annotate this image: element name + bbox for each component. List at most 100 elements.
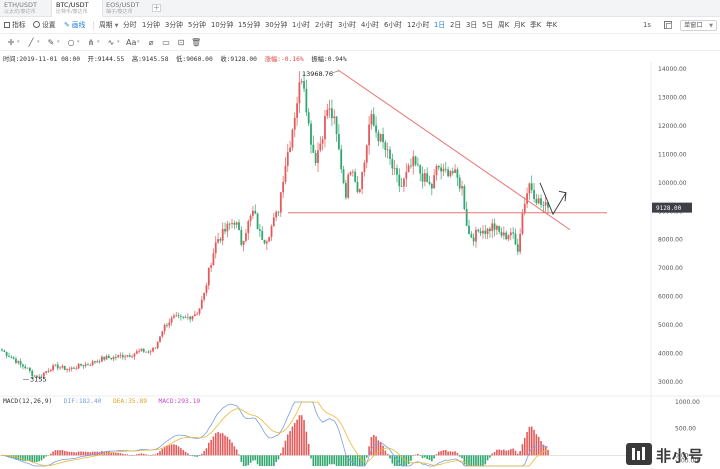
interval-1[interactable]: 1分钟 [142,21,160,29]
macd-bar [321,455,324,466]
interval-16[interactable]: 5日 [482,21,494,29]
candle-body [80,363,82,366]
tool-caret-icon[interactable]: ▾ [77,39,80,45]
macd-bar [163,446,166,456]
interval-9[interactable]: 3小时 [338,21,356,29]
settings-button[interactable]: 设置 [33,20,56,30]
tool-caret-icon[interactable]: ▾ [137,39,140,45]
macd-bar [59,450,61,456]
window-mode-dropdown[interactable]: 单窗口 ▼ [680,20,717,31]
macd-bar [461,455,463,459]
interval-10[interactable]: 4小时 [361,21,379,29]
candle-body [516,244,519,252]
interval-8[interactable]: 2小时 [315,21,333,29]
candle-body [22,364,24,367]
interval-15[interactable]: 3日 [466,21,478,29]
tool-caret-icon[interactable]: ▾ [57,39,60,45]
macd-bar [196,455,198,457]
crosshair-icon[interactable]: ✛ [7,38,15,47]
add-tab-button[interactable]: + [152,3,161,12]
tool-caret-icon[interactable]: ▾ [97,39,100,45]
wave-icon[interactable]: ∿ [107,38,115,47]
macd-bar [68,451,71,456]
interval-12[interactable]: 12小时 [407,21,430,29]
tab-eos-usdt[interactable]: EOS/USDT 柚子/泰达币 [102,0,152,17]
interval-11[interactable]: 6小时 [384,21,402,29]
tool-caret-icon[interactable]: ▾ [37,39,40,45]
period-label: 周期 [99,21,113,29]
trash-icon[interactable]: 🗑 [191,38,202,47]
interval-3[interactable]: 5分钟 [188,21,206,29]
interval-20[interactable]: 年K [546,21,558,29]
symbol-tab-bar: ETH/USDT 以太坊/泰达币 BTC/USDT 比特币/泰达币 EOS/US… [0,0,720,17]
macd-bar [326,455,329,466]
macd-bar [514,450,517,456]
macd-bar [270,455,273,466]
fullscreen-icon[interactable] [664,21,672,29]
candle-body [479,231,482,234]
candle-body [463,186,466,210]
interval-0[interactable]: 分时 [123,21,137,29]
tab-btc-usdt[interactable]: BTC/USDT 比特币/泰达币 [51,0,103,17]
lock-icon[interactable]: ⊡ [177,38,185,47]
interval-7[interactable]: 1小时 [292,21,310,29]
refresh-interval: 1s [643,21,651,29]
candle-body [261,230,264,240]
circle-icon[interactable]: ○ [67,38,75,47]
interval-13[interactable]: 1日 [434,21,446,29]
interval-4[interactable]: 10分钟 [211,21,234,29]
interval-18[interactable]: 月K [514,21,526,29]
candle-body [28,367,31,371]
interval-14[interactable]: 2日 [450,21,462,29]
y-tick-label: 8000.00 [658,237,683,244]
macd-bar [393,455,396,466]
macd-bar [119,453,122,456]
trendline-icon[interactable]: ╱ [28,38,34,47]
interval-19[interactable]: 季K [530,21,542,29]
macd-bar [347,455,349,466]
tool-caret-icon[interactable]: ▾ [117,39,120,45]
drawing-toolbar: ✛ ▾ ╱ ▾ ✎ ▾ ○ ▾ ⋔ ▾ ∿ ▾ Aa ▾ ⌀ ▭ ⊡ 🗑 [0,34,720,51]
tab-eth-usdt[interactable]: ETH/USDT 以太坊/泰达币 [0,0,52,17]
attach-icon[interactable]: ⌀ [148,38,154,47]
interval-2[interactable]: 3分钟 [165,21,183,29]
pencil-icon[interactable]: ✎ [47,38,55,47]
macd-bar [382,445,384,456]
macd-bar [356,455,359,466]
indicator-button[interactable]: 指标 [4,20,26,30]
macd-bar [314,455,317,466]
macd-bar [530,426,533,456]
interval-6[interactable]: 30分钟 [265,21,288,29]
candle-body [175,315,178,317]
interval-5[interactable]: 15分钟 [238,21,261,29]
macd-bar [219,433,222,456]
y-tick-label: 3000.00 [658,379,683,386]
macd-bar [261,455,264,466]
projection-arrowhead [558,190,567,202]
macd-bar [396,455,398,466]
macd-bar [305,431,308,456]
macd-bar [379,441,382,456]
macd-bar [19,455,22,461]
candle-body [502,232,505,236]
candle-body [217,239,219,243]
candle-body [368,124,370,146]
tool-caret-icon[interactable]: ▾ [17,39,20,45]
macd-bar [324,455,326,466]
macd-bar [465,455,468,466]
fork-icon[interactable]: ⋔ [87,38,95,47]
interval-17[interactable]: 周K [498,21,510,29]
ruler-icon[interactable]: ▭ [162,38,170,47]
macd-bar [489,455,491,458]
period-dropdown[interactable]: 周期 ▼ [99,20,118,31]
candle-body [370,114,373,125]
text-icon[interactable]: Aa [126,38,137,47]
macd-bar [384,450,387,456]
draw-line-button[interactable]: ✎ 画线 [64,20,85,30]
candle-body [305,88,308,113]
price-axis-bg [651,62,720,469]
line-tool-icon: ✎ [64,21,70,29]
draw-line-label: 画线 [71,21,86,29]
price-chart[interactable]: 3000.00 4000.00 5000.00 6000.00 7000.00 8000.… [0,62,720,469]
candle-body [15,358,17,363]
